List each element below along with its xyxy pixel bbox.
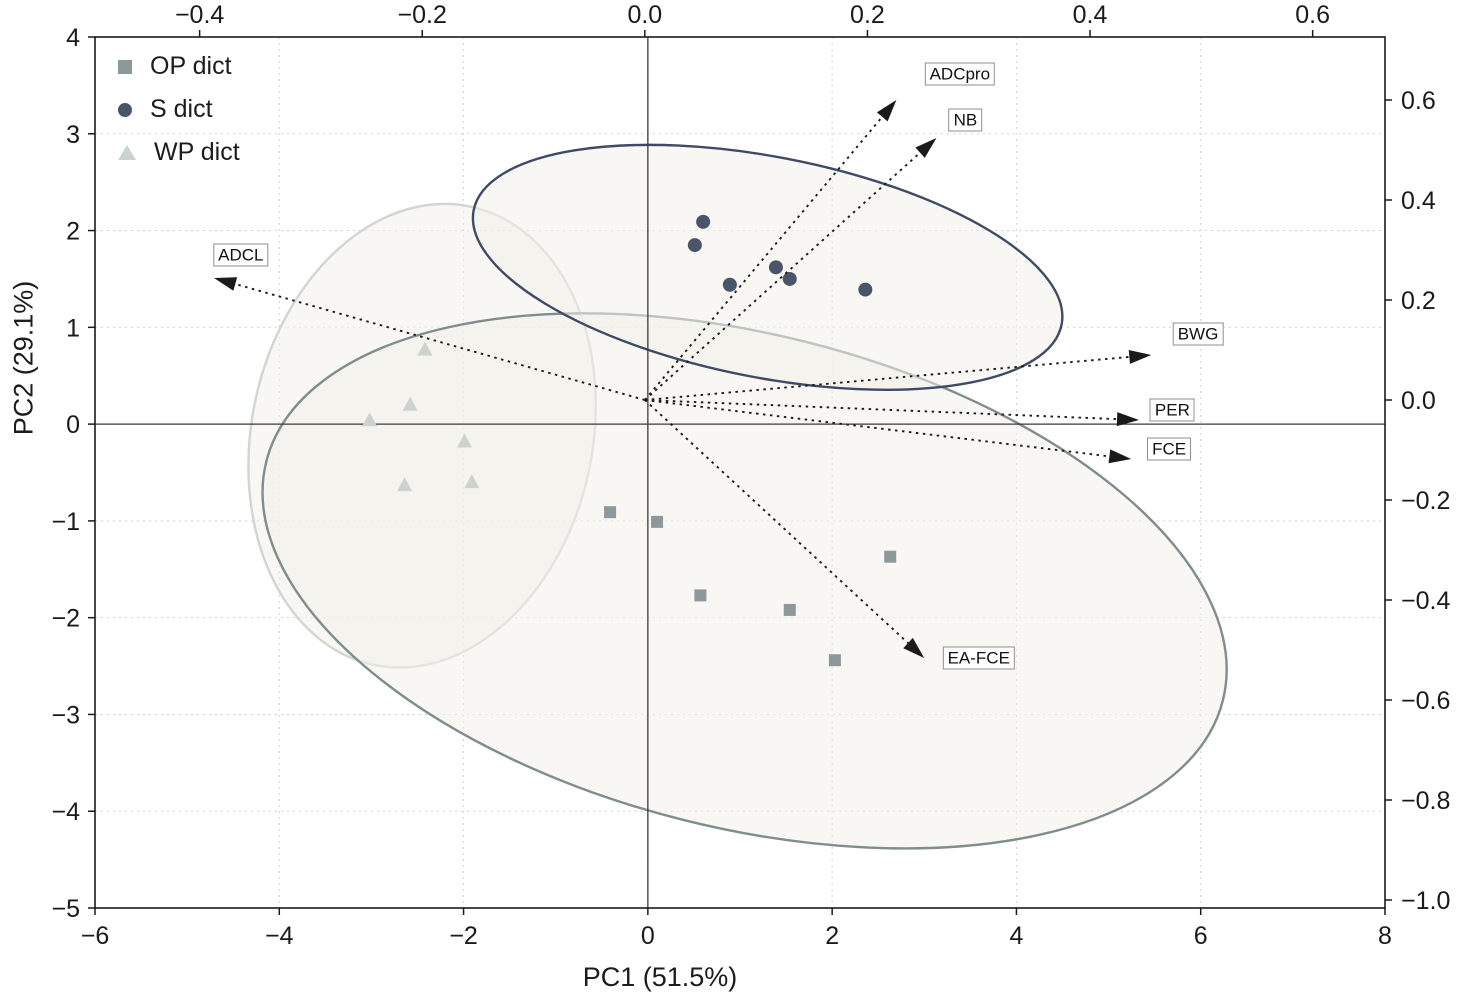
right-tick-label: −0.8	[1401, 787, 1450, 815]
loading-label-nb: NB	[948, 108, 983, 132]
y-tick-label: 2	[66, 218, 80, 246]
data-point-s-dict	[722, 277, 737, 292]
loading-arrow-adcl	[235, 283, 646, 401]
loading-arrowhead-bwg	[1128, 349, 1152, 364]
legend: OP dict S dict WP dict	[118, 52, 240, 167]
data-point-wp-dict	[362, 412, 378, 427]
loading-label-fce: FCE	[1147, 437, 1192, 461]
right-tick-label: −1.0	[1401, 887, 1450, 915]
top-tick-label: 0.0	[627, 1, 662, 29]
loading-arrow-fce	[644, 399, 1110, 458]
top-tick-label: −0.2	[398, 1, 447, 29]
x-tick-label: 2	[825, 922, 839, 950]
legend-label-wp-dict: WP dict	[154, 138, 240, 166]
loading-arrowhead-fce	[1108, 449, 1132, 464]
data-point-s-dict	[696, 214, 711, 229]
loading-label-adcl: ADCL	[213, 243, 269, 267]
loading-arrowhead-per	[1116, 412, 1140, 427]
x-tick-label: 6	[1194, 922, 1208, 950]
x-tick-label: 4	[1009, 922, 1023, 950]
right-tick-label: −0.2	[1401, 487, 1450, 515]
loading-label-ea-fce: EA-FCE	[942, 646, 1015, 670]
right-tick-label: −0.4	[1401, 587, 1450, 615]
y-tick-label: −3	[51, 701, 80, 729]
data-point-op-dict	[884, 550, 897, 563]
y-tick-label: −2	[51, 605, 80, 633]
data-point-op-dict	[828, 654, 841, 667]
square-marker-icon	[118, 59, 132, 74]
legend-label-s-dict: S dict	[150, 95, 213, 123]
legend-label-op-dict: OP dict	[150, 52, 232, 80]
x-tick-label: −6	[81, 922, 110, 950]
data-point-s-dict	[687, 238, 702, 253]
data-point-wp-dict	[464, 474, 480, 489]
loading-arrowhead-ea-fce	[903, 637, 925, 658]
y-tick-label: 0	[66, 411, 80, 439]
right-tick-label: 0.0	[1401, 387, 1436, 415]
loading-label-adcpro: ADCpro	[924, 62, 996, 86]
x-axis-label: PC1 (51.5%)	[582, 962, 738, 992]
y-tick-label: −1	[51, 508, 80, 536]
right-tick-label: 0.4	[1401, 187, 1436, 215]
top-tick-label: 0.4	[1073, 1, 1108, 29]
top-tick-label: 0.6	[1295, 1, 1330, 29]
loading-label-bwg: BWG	[1172, 322, 1224, 346]
x-tick-label: −2	[449, 922, 478, 950]
y-tick-label: −4	[51, 798, 80, 826]
data-point-op-dict	[651, 515, 664, 528]
data-point-wp-dict	[456, 433, 472, 448]
data-point-s-dict	[858, 282, 873, 297]
data-point-wp-dict	[402, 396, 418, 411]
y-tick-label: 1	[66, 314, 80, 342]
zero-lines	[95, 37, 1385, 908]
loading-label-per: PER	[1149, 398, 1195, 422]
ellipse-s-dict	[471, 143, 1064, 391]
x-tick-label: 0	[641, 922, 655, 950]
loading-arrowhead-nb	[915, 138, 937, 158]
data-point-op-dict	[783, 603, 796, 616]
circle-marker-icon	[118, 102, 132, 117]
data-point-wp-dict	[417, 341, 433, 356]
loading-arrowhead-adcpro	[876, 100, 897, 122]
loading-arrow-nb	[644, 151, 921, 401]
group-ellipses	[247, 143, 1228, 850]
data-point-op-dict	[694, 589, 707, 602]
loading-arrows	[214, 100, 1152, 658]
right-tick-label: 0.2	[1401, 287, 1436, 315]
data-point-s-dict	[768, 260, 783, 275]
data-point-op-dict	[604, 506, 617, 519]
y-tick-label: 3	[66, 121, 80, 149]
legend-item-wp-dict: WP dict	[118, 138, 240, 167]
data-point-wp-dict	[397, 477, 413, 492]
top-tick-label: −0.4	[175, 1, 224, 29]
right-tick-label: 0.6	[1401, 87, 1436, 115]
y-tick-label: 4	[66, 24, 80, 52]
y-axis-label: PC2 (29.1%)	[8, 280, 39, 436]
triangle-marker-icon	[118, 145, 136, 160]
x-tick-label: 8	[1378, 922, 1392, 950]
plot-border	[94, 36, 1386, 909]
loading-arrowhead-adcl	[214, 277, 238, 291]
legend-item-s-dict: S dict	[118, 95, 240, 124]
x-tick-label: −4	[265, 922, 294, 950]
axis-ticks-and-labels: −6 −4 −2 0 2 4 6 8 4 3 2 1 0 −1 −2 −3 −4 −5 −0.4 −0.2 0.0 0.2…	[51, 1, 1450, 950]
y-tick-label: −5	[51, 895, 80, 923]
right-tick-label: −0.6	[1401, 687, 1450, 715]
loading-arrow-per	[644, 399, 1118, 421]
top-tick-label: 0.2	[850, 1, 885, 29]
data-point-s-dict	[782, 271, 797, 286]
data-points	[362, 214, 897, 667]
legend-item-op-dict: OP dict	[118, 52, 240, 81]
